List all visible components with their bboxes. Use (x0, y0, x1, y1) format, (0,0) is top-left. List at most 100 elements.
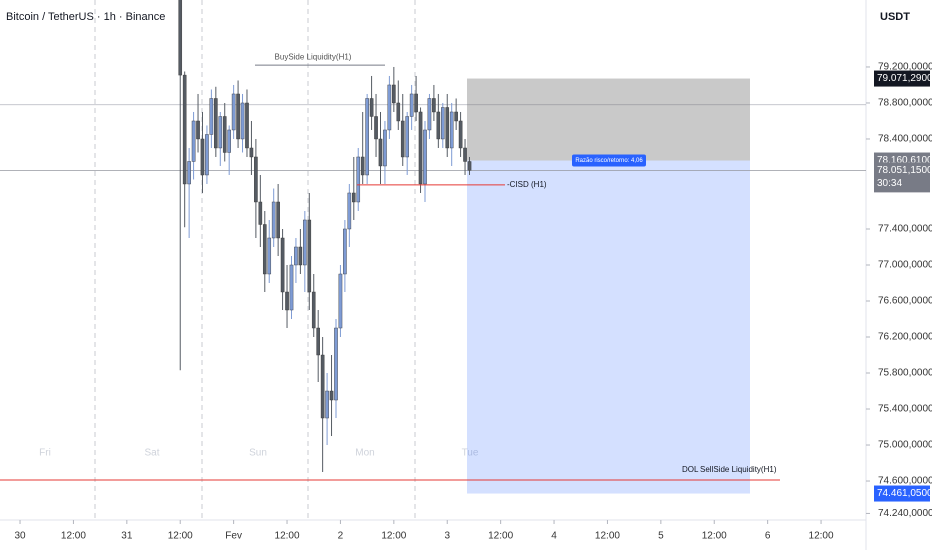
candle-body (254, 156, 258, 203)
y-tick-label: 74.600,0000 (878, 476, 932, 487)
x-tick-label: 3 (444, 531, 450, 542)
candle-body (294, 246, 298, 266)
candle-body (387, 84, 392, 131)
x-tick-label: 12:00 (61, 531, 86, 542)
candle-body (303, 219, 307, 266)
candle-body (418, 111, 423, 185)
sellside-label: SellSide Liquidity(H1) (700, 465, 777, 474)
candle-body (454, 111, 458, 122)
target-zone (467, 160, 750, 494)
candle-body (405, 116, 409, 158)
candle-body (409, 93, 414, 117)
y-tick-label: 76.600,0000 (878, 296, 932, 307)
stop-tag-box (874, 70, 930, 87)
candle-body (231, 93, 236, 131)
ratio-label: Razão risco/retorno: 4,06 (575, 158, 643, 164)
candle-body (432, 98, 436, 113)
last-price-tag: 78.051,1500 (877, 165, 932, 176)
candle-body (182, 74, 187, 185)
x-tick-label: 12:00 (488, 531, 513, 542)
candle-body (427, 98, 432, 131)
candle-body (351, 192, 356, 203)
x-tick-label: 12:00 (702, 531, 727, 542)
x-tick-label: 12:00 (595, 531, 620, 542)
candle-body (369, 98, 374, 117)
candle-body (298, 246, 303, 266)
candle-body (262, 224, 267, 275)
candle-body (360, 156, 365, 176)
x-tick-label: 12:00 (168, 531, 193, 542)
candle-body (214, 98, 218, 149)
x-tick-label: 30 (14, 531, 26, 542)
candle-body (218, 116, 223, 149)
countdown: 30:34 (877, 178, 902, 189)
candle-body (280, 237, 285, 293)
target-tag: 74.461,0500 (877, 488, 932, 499)
ratio-box (572, 154, 646, 167)
y-tick-label: 77.000,0000 (878, 260, 932, 271)
candle-body (249, 147, 254, 158)
candle-body (400, 120, 405, 158)
day-label: Sat (144, 448, 159, 459)
candle-body (392, 84, 396, 104)
candle-body (338, 273, 343, 329)
target-tag-box (874, 485, 930, 502)
candle-body (227, 129, 231, 153)
candle-body (191, 120, 196, 162)
entry-tag: 78.160,6100 (877, 155, 932, 166)
candle-body (365, 98, 369, 176)
candle-body (245, 102, 249, 149)
candle-body (200, 138, 205, 176)
candle-body (329, 390, 334, 401)
y-tick-label: 75.800,0000 (878, 368, 932, 379)
y-tick-label: 74.240,0000 (878, 508, 932, 519)
candle-body (378, 138, 383, 167)
candle-body (222, 116, 227, 153)
sellside-prefix: DOL (682, 465, 699, 474)
candle-body (383, 129, 387, 167)
candle-body (414, 93, 418, 113)
x-tick-label: 31 (121, 531, 133, 542)
candle-body (258, 201, 263, 225)
last-price-tag-box (874, 162, 930, 193)
stop-zone (467, 78, 750, 161)
candle-body (240, 102, 245, 140)
candle-body (449, 111, 454, 149)
candle-body (178, 0, 183, 76)
candle-body (440, 107, 445, 140)
candle-body (320, 354, 325, 419)
candle-body (307, 219, 312, 293)
day-label: Sun (249, 448, 267, 459)
candle-body (396, 102, 401, 122)
y-tick-label: 78.400,0000 (878, 134, 932, 145)
candle-body (463, 147, 467, 162)
candle-body (458, 120, 463, 149)
candle-body (334, 327, 338, 401)
candle-body (423, 129, 427, 185)
x-tick-label: 12:00 (275, 531, 300, 542)
candle-body (267, 237, 272, 275)
candle-body (236, 93, 240, 140)
candle-body (343, 228, 347, 275)
y-tick-label: 77.400,0000 (878, 224, 932, 235)
day-label: Fri (39, 448, 51, 459)
day-label: Tue (462, 448, 479, 459)
x-tick-label: Fev (225, 531, 242, 542)
candle-body (467, 161, 472, 171)
y-tick-label: 75.000,0000 (878, 440, 932, 451)
candle-body (356, 156, 361, 203)
candle-body (347, 192, 352, 230)
y-tick-label: 79.200,0000 (878, 62, 932, 73)
x-tick-label: 5 (658, 531, 664, 542)
day-label: Mon (355, 448, 374, 459)
candle-body (285, 291, 289, 311)
y-tick-label: 78.800,0000 (878, 98, 932, 109)
candle-body (271, 201, 276, 239)
candle-body (374, 116, 378, 140)
x-tick-label: 12:00 (809, 531, 834, 542)
candle-body (445, 107, 450, 149)
chart-title: Bitcoin / TetherUS · 1h · Binance (6, 11, 165, 23)
candle-body (289, 264, 294, 311)
